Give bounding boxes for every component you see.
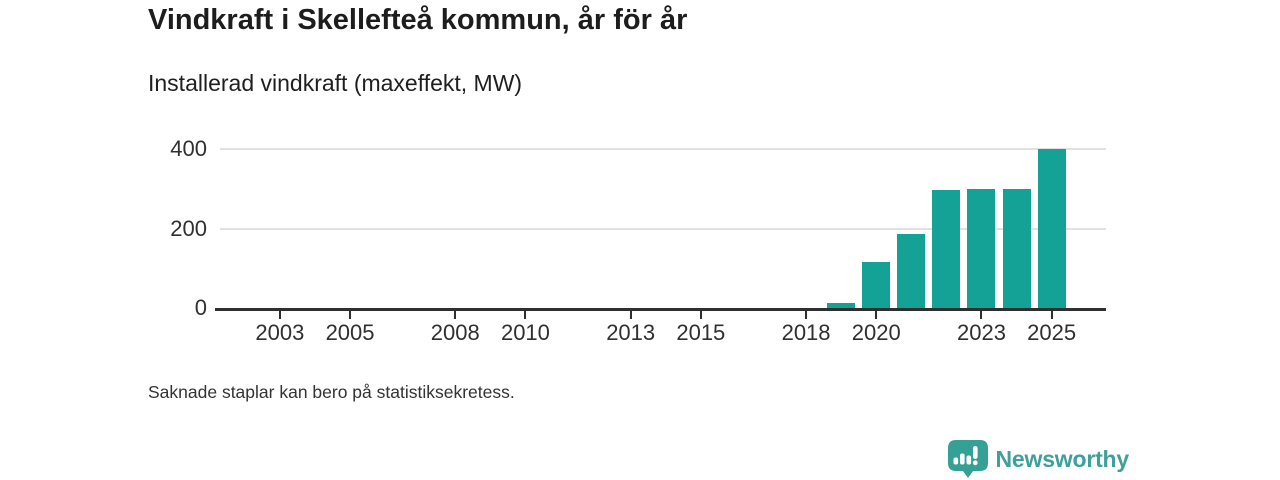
- x-axis-tick-2023: [980, 311, 983, 319]
- newsworthy-bar-chart-bubble-icon: [947, 440, 988, 478]
- x-axis-tick-label-2023: 2023: [956, 320, 1006, 345]
- gridline-400: [220, 148, 1106, 150]
- x-axis-tick-label-2005: 2005: [325, 320, 375, 345]
- x-axis-tick-label-2015: 2015: [676, 320, 726, 345]
- bar-2020: [862, 262, 891, 308]
- x-axis-tick-label-2008: 2008: [430, 320, 480, 345]
- x-axis-tick-2018: [805, 311, 808, 319]
- x-axis-tick-2008: [454, 311, 457, 319]
- bar-2021: [897, 233, 926, 308]
- chart-title: Vindkraft i Skellefteå kommun, år för år: [148, 4, 688, 36]
- x-axis-tick-2020: [875, 311, 878, 319]
- x-axis-tick-label-2003: 2003: [255, 320, 305, 345]
- x-axis-tick-label-2010: 2010: [500, 320, 550, 345]
- gridline-200: [220, 227, 1106, 230]
- x-axis-tick-2010: [524, 311, 527, 319]
- x-axis-tick-label-2025: 2025: [1027, 320, 1077, 345]
- bar-2024: [1002, 188, 1031, 308]
- bar-2019: [827, 303, 856, 308]
- x-axis-tick-label-2018: 2018: [781, 320, 831, 345]
- x-axis-line: [215, 308, 1106, 311]
- y-axis-label-400: 400: [170, 136, 207, 161]
- chart-subtitle: Installerad vindkraft (maxeffekt, MW): [148, 70, 523, 96]
- x-axis-tick-label-2020: 2020: [851, 320, 901, 345]
- bar-2025: [1037, 149, 1066, 308]
- chart-footnote: Saknade staplar kan bero på statistiksek…: [148, 382, 515, 402]
- x-axis-tick-2015: [699, 311, 702, 319]
- x-axis-tick-2025: [1050, 311, 1053, 319]
- bar-2023: [967, 188, 996, 308]
- x-axis-tick-2013: [629, 311, 632, 319]
- bar-2022: [932, 189, 961, 308]
- newsworthy-logo[interactable]: Newsworthy: [947, 440, 1130, 478]
- x-axis-tick-label-2013: 2013: [606, 320, 656, 345]
- x-axis-tick-2005: [349, 311, 352, 319]
- x-axis-tick-2003: [278, 311, 281, 319]
- y-axis-label-200: 200: [170, 215, 207, 241]
- y-axis-label-0: 0: [194, 295, 207, 320]
- newsworthy-logo-text: Newsworthy: [995, 446, 1130, 472]
